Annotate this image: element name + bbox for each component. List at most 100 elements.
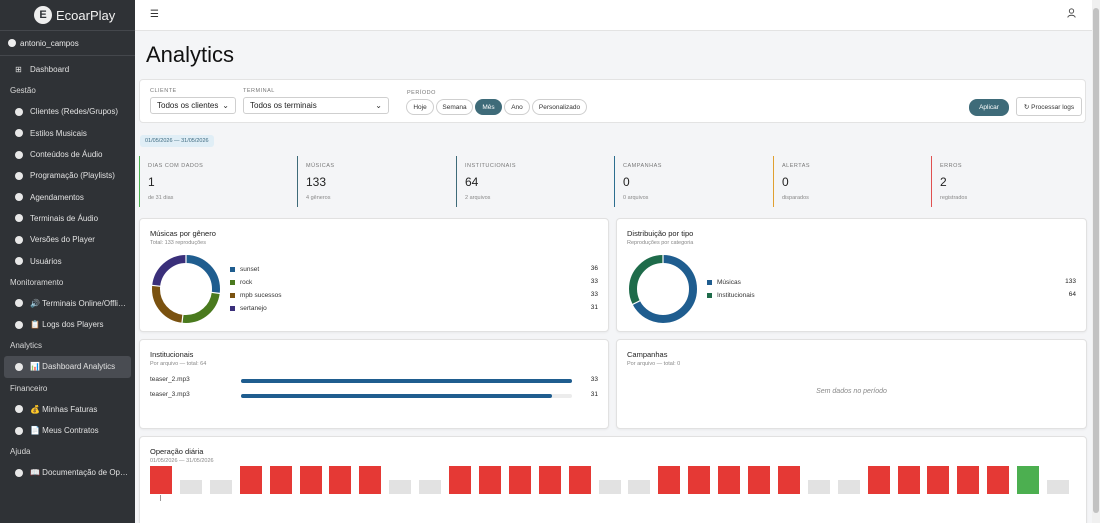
stat-value: 1 bbox=[148, 175, 155, 189]
type-card-subtitle: Reproduções por categoria bbox=[627, 240, 694, 246]
bullet-icon bbox=[15, 362, 23, 371]
bullet-icon bbox=[15, 299, 23, 308]
legend-item-musicas: Músicas bbox=[707, 277, 741, 287]
day-block-23[interactable] bbox=[807, 480, 830, 494]
stat-subtext: de 31 dias bbox=[148, 195, 174, 201]
day-block-7[interactable] bbox=[329, 466, 352, 494]
sidebar-item-agendamentos[interactable]: Agendamentos bbox=[0, 186, 135, 207]
sidebar-item-usuarios[interactable]: Usuários bbox=[0, 250, 135, 271]
sidebar-item-dashboard[interactable]: ⊞ Dashboard bbox=[0, 59, 135, 80]
type-slice-musicas[interactable] bbox=[629, 255, 697, 323]
user-account-icon[interactable] bbox=[1067, 8, 1076, 21]
day-block-14[interactable] bbox=[538, 466, 561, 494]
chevron-down-icon: ⌄ bbox=[222, 101, 229, 110]
sidebar-item-terminais-de-audio[interactable]: Terminais de Áudio bbox=[0, 208, 135, 229]
terminal-select-value: Todos os terminais bbox=[250, 101, 317, 110]
page-scrollbar[interactable] bbox=[1092, 0, 1100, 523]
day-block-6[interactable] bbox=[299, 466, 322, 494]
campaign-card-title: Campanhas bbox=[627, 350, 668, 359]
bullet-icon bbox=[15, 405, 23, 414]
period-option-week[interactable]: Semana bbox=[436, 99, 473, 115]
sidebar-item-label: Conteúdos de Áudio bbox=[30, 150, 103, 160]
day-block-13[interactable] bbox=[508, 466, 531, 494]
sidebar-item-clientes-redes-grupos[interactable]: Clientes (Redes/Grupos) bbox=[0, 101, 135, 122]
institutional-bar-value: 31 bbox=[590, 391, 598, 398]
menu-icon[interactable]: ☰ bbox=[150, 9, 159, 20]
institutional-bar-fill bbox=[241, 379, 572, 383]
stat-erros: ERROS 2 registrados bbox=[931, 156, 1086, 207]
bullet-icon bbox=[15, 107, 23, 116]
day-block-25[interactable] bbox=[867, 466, 890, 494]
legend-value: 133 bbox=[1065, 278, 1076, 285]
day-block-27[interactable] bbox=[927, 466, 950, 494]
sidebar-item-label: Agendamentos bbox=[30, 192, 84, 202]
campaign-card: Campanhas Por arquivo — total: 0 Sem dad… bbox=[616, 339, 1087, 429]
day-block-30[interactable] bbox=[1017, 466, 1040, 494]
sidebar-item-label: 💰 Minhas Faturas bbox=[30, 404, 98, 414]
sidebar-item-conteudos-de-audio[interactable]: Conteúdos de Áudio bbox=[0, 144, 135, 165]
type-slice-separator bbox=[631, 300, 641, 306]
legend-value: 33 bbox=[590, 278, 598, 285]
day-block-3[interactable] bbox=[209, 480, 232, 494]
day-block-1[interactable] bbox=[150, 466, 172, 494]
genre-slice-separator bbox=[211, 291, 221, 295]
day-block-11[interactable] bbox=[449, 466, 471, 494]
logo-icon: E bbox=[34, 6, 52, 24]
sidebar-item-meus-contratos[interactable]: 📄 Meus Contratos bbox=[0, 420, 135, 441]
sidebar-item-programacao-playlists[interactable]: Programação (Playlists) bbox=[0, 165, 135, 186]
day-block-29[interactable] bbox=[987, 466, 1010, 494]
sidebar-item-minhas-faturas[interactable]: 💰 Minhas Faturas bbox=[0, 399, 135, 420]
genre-slice-rock[interactable] bbox=[152, 255, 220, 323]
user-profile[interactable]: antonio_campos bbox=[0, 31, 135, 56]
user-icon bbox=[8, 39, 16, 47]
client-select[interactable]: Todos os clientes ⌄ bbox=[150, 97, 236, 114]
day-block-24[interactable] bbox=[837, 480, 860, 494]
bullet-icon bbox=[15, 257, 23, 266]
day-block-16[interactable] bbox=[598, 480, 621, 494]
day-block-26[interactable] bbox=[897, 466, 920, 494]
sidebar-item-terminais-online-offli[interactable]: 🔊 Terminais Online/Offli… bbox=[0, 293, 135, 314]
day-block-17[interactable] bbox=[628, 480, 651, 494]
sidebar-item-estilos-musicais[interactable]: Estilos Musicais bbox=[0, 123, 135, 144]
stat-label: CAMPANHAS bbox=[623, 163, 662, 169]
genre-card: Músicas por gênero Total: 133 reproduçõe… bbox=[139, 218, 609, 332]
sidebar-item-label: 📊 Dashboard Analytics bbox=[30, 362, 116, 372]
day-block-19[interactable] bbox=[688, 466, 711, 494]
sidebar-item-logs-dos-players[interactable]: 📋 Logs dos Players bbox=[0, 314, 135, 335]
period-option-custom[interactable]: Personalizado bbox=[532, 99, 587, 115]
sidebar-item-dashboard-analytics[interactable]: 📊 Dashboard Analytics bbox=[4, 356, 131, 378]
day-block-2[interactable] bbox=[179, 480, 202, 494]
sidebar-item-versoes-do-player[interactable]: Versões do Player bbox=[0, 229, 135, 250]
sidebar-item-label: 📖 Documentação de Op… bbox=[30, 468, 129, 478]
institutional-card-title: Institucionais bbox=[150, 350, 194, 359]
genre-slice-mpb-sucessos[interactable] bbox=[152, 255, 220, 323]
day-block-15[interactable] bbox=[568, 466, 591, 494]
genre-slice-sunset[interactable] bbox=[152, 255, 220, 323]
legend-swatch bbox=[707, 292, 712, 298]
day-block-5[interactable] bbox=[269, 466, 292, 494]
terminal-select[interactable]: Todos os terminais ⌄ bbox=[243, 97, 389, 114]
period-option-today[interactable]: Hoje bbox=[406, 99, 434, 115]
period-option-year[interactable]: Ano bbox=[504, 99, 530, 115]
day-block-12[interactable] bbox=[478, 466, 501, 494]
apply-button[interactable]: Aplicar bbox=[969, 99, 1009, 116]
daily-card-subtitle: 01/05/2026 — 31/05/2026 bbox=[150, 458, 214, 464]
sidebar-item-documentacao-de-op[interactable]: 📖 Documentação de Op… bbox=[0, 462, 135, 483]
day-block-22[interactable] bbox=[777, 466, 800, 494]
day-block-31[interactable] bbox=[1047, 480, 1069, 494]
day-block-10[interactable] bbox=[419, 480, 442, 494]
day-block-8[interactable] bbox=[359, 466, 382, 494]
day-block-21[interactable] bbox=[748, 466, 770, 494]
day-block-28[interactable] bbox=[957, 466, 980, 494]
day-block-9[interactable] bbox=[389, 480, 412, 494]
bullet-icon bbox=[15, 214, 23, 223]
period-option-month[interactable]: Mês bbox=[475, 99, 502, 115]
process-logs-button[interactable]: ↻ Processar logs bbox=[1016, 97, 1082, 116]
app-logo[interactable]: E EcoarPlay bbox=[0, 0, 135, 31]
day-block-4[interactable] bbox=[239, 466, 262, 494]
type-donut-chart bbox=[629, 254, 697, 323]
sidebar-item-label: Terminais de Áudio bbox=[30, 213, 99, 223]
scrollbar-thumb[interactable] bbox=[1093, 8, 1099, 513]
day-block-18[interactable] bbox=[658, 466, 681, 494]
day-block-20[interactable] bbox=[718, 466, 741, 494]
